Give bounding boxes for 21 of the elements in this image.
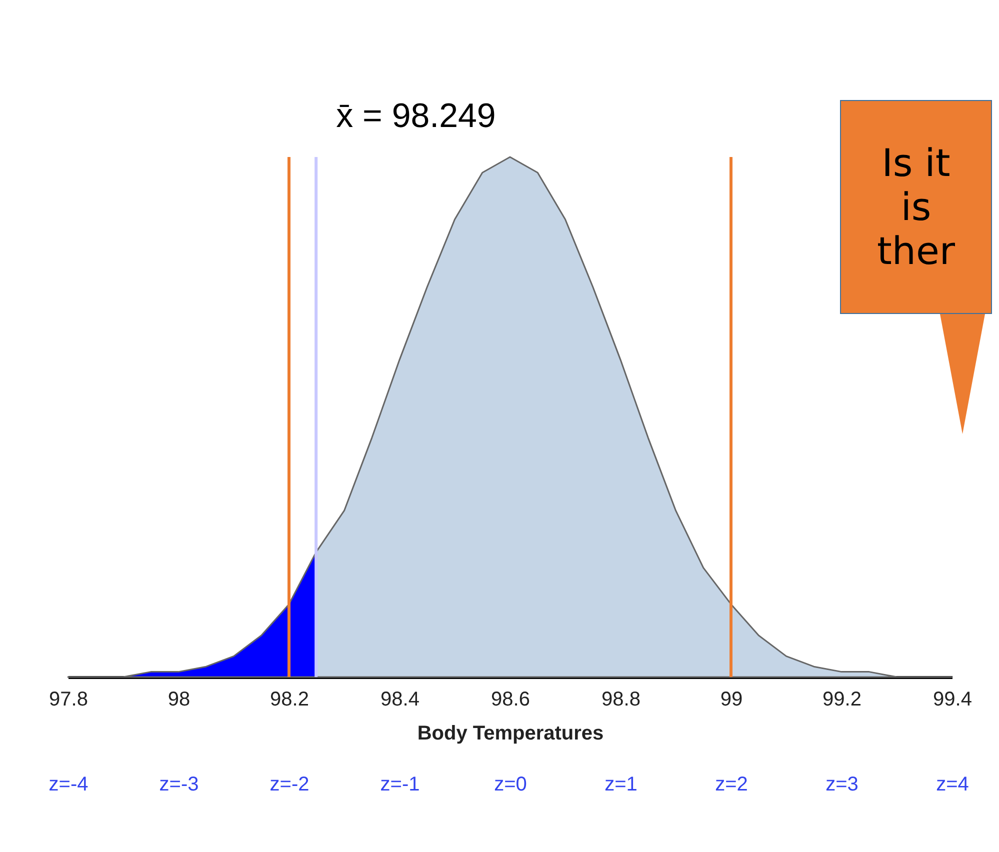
x-tick-label: 98.8 [602, 688, 640, 710]
x2-tick-label: z=3 [826, 774, 858, 796]
x-axis-title: Body Temperatures [417, 722, 604, 744]
x2-tick-label: z=1 [604, 774, 638, 796]
x2-tick-label: z=-2 [270, 774, 310, 796]
x-tick-label: 98 [168, 688, 190, 710]
x2-tick-label: z=-3 [159, 774, 199, 796]
x-tick-label: 98.6 [491, 688, 530, 710]
ref-line-label: x̄ = 98.249 [336, 97, 496, 135]
x2-tick-label: z=4 [936, 774, 969, 796]
x-tick-label: 99.2 [822, 688, 862, 710]
x2-tick-label: z=-1 [380, 774, 420, 796]
x2-tick-label: z=0 [494, 774, 527, 796]
x2-tick-label: z=2 [715, 774, 748, 796]
x-tick-label: 99 [720, 688, 743, 710]
x-tick-label: 98.4 [380, 688, 420, 710]
x2-tick-label: z=-4 [48, 774, 88, 796]
annotation: Is it is ther [840, 100, 992, 314]
x-tick-label: 99.4 [933, 688, 972, 710]
x-tick-label: 98.2 [270, 688, 309, 710]
x-tick-label: 97.8 [49, 688, 88, 710]
